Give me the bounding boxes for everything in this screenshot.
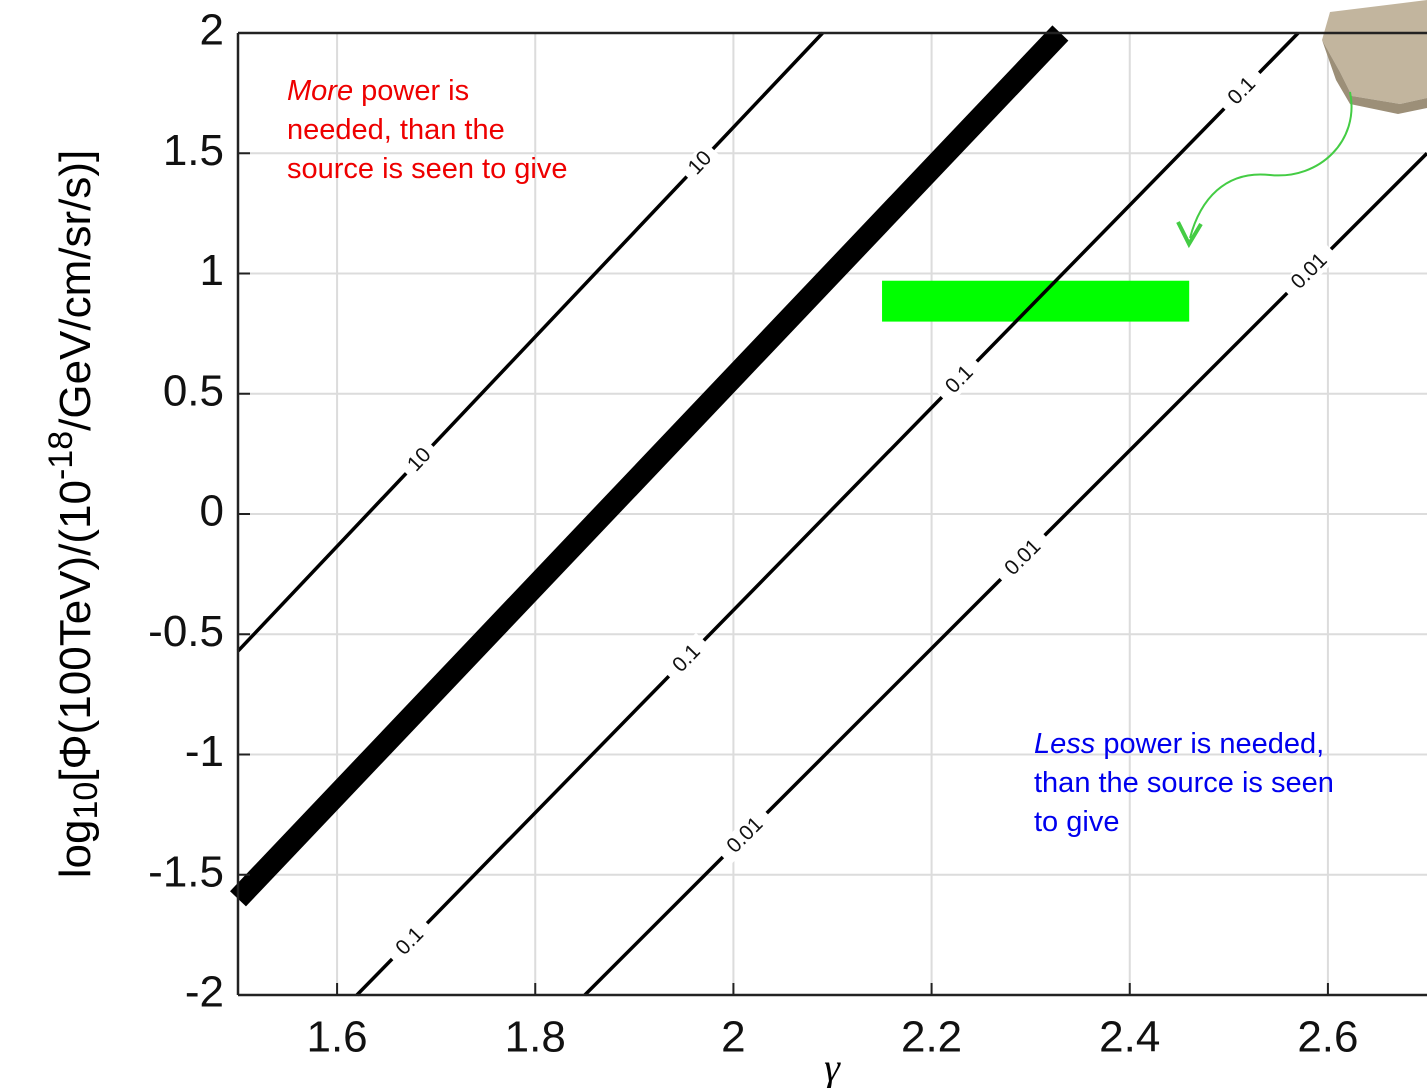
x-tick-label: 2.4	[1099, 1013, 1160, 1062]
x-tick-label: 2.2	[901, 1013, 962, 1062]
label-gap	[678, 141, 721, 185]
y-tick-label: -2	[185, 968, 224, 1017]
label-gap	[993, 527, 1053, 587]
y-tick-label: -1.5	[148, 847, 224, 896]
x-tick-label: 2	[721, 1013, 745, 1062]
y-tick-label: -0.5	[148, 607, 224, 656]
annotation-text: to give	[1034, 806, 1119, 838]
annotation: source is seen to give	[287, 153, 567, 185]
annotation-text: More	[287, 75, 353, 107]
contour-line	[236, 31, 824, 653]
y-axis-label: log10[Φ(100TeV)/(10-18/GeV/cm/sr/s)]	[42, 150, 105, 879]
annotation: than the source is seen	[1034, 767, 1334, 799]
y-tick-label: 0	[200, 487, 224, 536]
contour-label-group: 0.01	[715, 805, 775, 865]
annotation: to give	[1034, 806, 1119, 838]
y-tick-label: 1	[200, 246, 224, 295]
label-gap	[715, 805, 775, 865]
label-gap	[384, 915, 435, 967]
y-axis-label-part: /GeV/cm/sr/s)]	[51, 150, 100, 431]
x-tick-label: 1.6	[306, 1013, 367, 1062]
rock-illustration	[1176, 0, 1427, 249]
annotation-text: Less	[1034, 728, 1095, 760]
y-axis-label-part: [Φ(100TeV)/(10	[51, 480, 100, 782]
label-gap	[1279, 241, 1339, 301]
x-tick-label: 1.8	[505, 1013, 566, 1062]
y-tick-label: 0.5	[163, 366, 224, 415]
annotation-text: source is seen to give	[287, 153, 567, 185]
label-gap	[1216, 65, 1268, 117]
annotation-text: power is needed,	[1095, 728, 1324, 760]
y-axis-label-part: -18	[42, 431, 80, 480]
y-axis-label-part: 10	[67, 782, 105, 820]
x-axis-label: γ	[824, 1045, 841, 1088]
contour-line	[355, 31, 1300, 997]
y-tick-label: 2	[200, 6, 224, 55]
label-gap	[933, 353, 985, 405]
arrow-head	[1176, 221, 1203, 249]
annotation-text: than the source is seen	[1034, 767, 1334, 799]
y-axis-label-part: log	[51, 820, 100, 879]
annotation: Less power is needed,	[1034, 728, 1324, 760]
rock-shade	[1322, 40, 1427, 114]
arrow	[1189, 91, 1353, 239]
label-gap	[661, 632, 712, 684]
label-gap	[398, 438, 441, 481]
rock	[1322, 0, 1427, 104]
contour-label-group: 0.01	[993, 527, 1053, 587]
annotation: More power is	[287, 75, 469, 107]
y-tick-label: 1.5	[163, 126, 224, 175]
annotation-text: needed, than the	[287, 114, 505, 146]
annotation-text: power is	[353, 75, 469, 107]
y-tick-label: -1	[185, 727, 224, 776]
x-tick-label: 2.6	[1297, 1013, 1358, 1062]
annotation: needed, than the	[287, 114, 505, 146]
contour-line	[230, 25, 1069, 907]
axes: 1.6 1.8 2 2.2 2.4 2.6 -2 -1.5 -1 -0.5 0 0.5 1 1.5 2	[148, 6, 1427, 1062]
contour-label-group: 0.01	[1279, 241, 1339, 301]
